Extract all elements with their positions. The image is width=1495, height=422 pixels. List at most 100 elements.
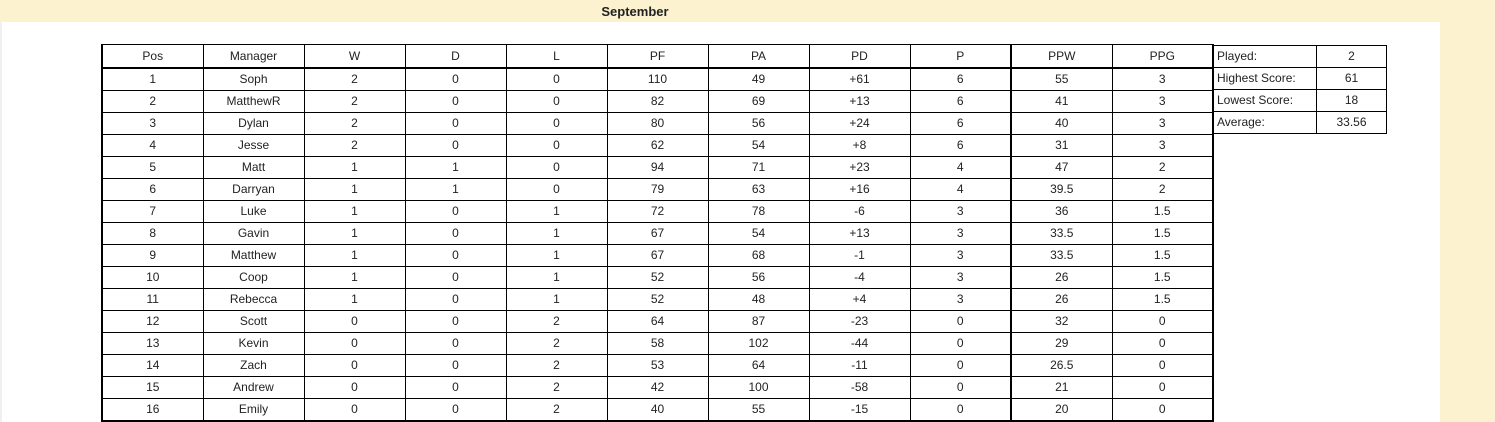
cell-ppg[interactable]: 1.5 bbox=[1111, 222, 1214, 245]
cell-p[interactable]: 3 bbox=[909, 200, 1012, 223]
cell-l[interactable]: 2 bbox=[505, 310, 608, 333]
cell-l[interactable]: 0 bbox=[505, 178, 608, 201]
cell-l[interactable]: 0 bbox=[505, 90, 608, 113]
cell-ppw[interactable]: 26 bbox=[1010, 266, 1113, 289]
cell-pa[interactable]: 48 bbox=[707, 288, 810, 311]
cell-pos[interactable]: 5 bbox=[101, 156, 204, 179]
cell-pf[interactable]: 58 bbox=[606, 332, 709, 355]
cell-pos[interactable]: 1 bbox=[101, 67, 204, 91]
stats-label[interactable]: Played: bbox=[1212, 45, 1317, 68]
cell-w[interactable]: 0 bbox=[303, 310, 406, 333]
cell-p[interactable]: 0 bbox=[909, 332, 1012, 355]
cell-manager[interactable]: Matt bbox=[202, 156, 305, 179]
cell-p[interactable]: 0 bbox=[909, 398, 1012, 422]
cell-pd[interactable]: -58 bbox=[808, 376, 911, 399]
cell-ppw[interactable]: 29 bbox=[1010, 332, 1113, 355]
cell-d[interactable]: 0 bbox=[404, 266, 507, 289]
cell-pd[interactable]: +61 bbox=[808, 67, 911, 91]
cell-pa[interactable]: 100 bbox=[707, 376, 810, 399]
cell-ppw[interactable]: 33.5 bbox=[1010, 222, 1113, 245]
cell-pos[interactable]: 11 bbox=[101, 288, 204, 311]
cell-pos[interactable]: 13 bbox=[101, 332, 204, 355]
cell-pos[interactable]: 7 bbox=[101, 200, 204, 223]
cell-ppg[interactable]: 3 bbox=[1111, 67, 1214, 91]
cell-d[interactable]: 0 bbox=[404, 112, 507, 135]
cell-p[interactable]: 4 bbox=[909, 178, 1012, 201]
cell-ppw[interactable]: 31 bbox=[1010, 134, 1113, 157]
cell-pa[interactable]: 78 bbox=[707, 200, 810, 223]
cell-manager[interactable]: Scott bbox=[202, 310, 305, 333]
header-pd[interactable]: PD bbox=[808, 44, 911, 69]
cell-ppw[interactable]: 47 bbox=[1010, 156, 1113, 179]
cell-manager[interactable]: Matthew bbox=[202, 244, 305, 267]
cell-p[interactable]: 3 bbox=[909, 288, 1012, 311]
cell-p[interactable]: 0 bbox=[909, 310, 1012, 333]
cell-pd[interactable]: -4 bbox=[808, 266, 911, 289]
header-pf[interactable]: PF bbox=[606, 44, 709, 69]
cell-d[interactable]: 0 bbox=[404, 398, 507, 422]
header-pa[interactable]: PA bbox=[707, 44, 810, 69]
cell-ppw[interactable]: 36 bbox=[1010, 200, 1113, 223]
cell-ppw[interactable]: 40 bbox=[1010, 112, 1113, 135]
cell-manager[interactable]: Andrew bbox=[202, 376, 305, 399]
cell-pd[interactable]: -1 bbox=[808, 244, 911, 267]
cell-pd[interactable]: +16 bbox=[808, 178, 911, 201]
cell-p[interactable]: 4 bbox=[909, 156, 1012, 179]
cell-p[interactable]: 0 bbox=[909, 376, 1012, 399]
cell-l[interactable]: 2 bbox=[505, 354, 608, 377]
cell-d[interactable]: 0 bbox=[404, 134, 507, 157]
cell-ppg[interactable]: 2 bbox=[1111, 156, 1214, 179]
cell-w[interactable]: 0 bbox=[303, 332, 406, 355]
cell-w[interactable]: 1 bbox=[303, 156, 406, 179]
cell-ppg[interactable]: 1.5 bbox=[1111, 244, 1214, 267]
cell-manager[interactable]: Luke bbox=[202, 200, 305, 223]
cell-ppw[interactable]: 21 bbox=[1010, 376, 1113, 399]
cell-pf[interactable]: 80 bbox=[606, 112, 709, 135]
cell-d[interactable]: 0 bbox=[404, 310, 507, 333]
cell-d[interactable]: 0 bbox=[404, 376, 507, 399]
cell-ppg[interactable]: 2 bbox=[1111, 178, 1214, 201]
cell-pd[interactable]: +4 bbox=[808, 288, 911, 311]
cell-pos[interactable]: 8 bbox=[101, 222, 204, 245]
cell-w[interactable]: 1 bbox=[303, 178, 406, 201]
cell-l[interactable]: 0 bbox=[505, 67, 608, 91]
cell-pf[interactable]: 67 bbox=[606, 244, 709, 267]
cell-d[interactable]: 1 bbox=[404, 178, 507, 201]
cell-pf[interactable]: 53 bbox=[606, 354, 709, 377]
cell-pos[interactable]: 4 bbox=[101, 134, 204, 157]
cell-pd[interactable]: -6 bbox=[808, 200, 911, 223]
cell-ppg[interactable]: 0 bbox=[1111, 310, 1214, 333]
cell-d[interactable]: 0 bbox=[404, 354, 507, 377]
cell-pos[interactable]: 9 bbox=[101, 244, 204, 267]
header-ppg[interactable]: PPG bbox=[1111, 44, 1214, 69]
cell-pos[interactable]: 12 bbox=[101, 310, 204, 333]
cell-pos[interactable]: 6 bbox=[101, 178, 204, 201]
cell-manager[interactable]: Emily bbox=[202, 398, 305, 422]
cell-manager[interactable]: Zach bbox=[202, 354, 305, 377]
cell-pf[interactable]: 42 bbox=[606, 376, 709, 399]
stats-label[interactable]: Highest Score: bbox=[1212, 67, 1317, 90]
cell-pd[interactable]: -23 bbox=[808, 310, 911, 333]
cell-pf[interactable]: 52 bbox=[606, 266, 709, 289]
cell-p[interactable]: 6 bbox=[909, 67, 1012, 91]
cell-ppw[interactable]: 32 bbox=[1010, 310, 1113, 333]
header-l[interactable]: L bbox=[505, 44, 608, 69]
cell-w[interactable]: 2 bbox=[303, 90, 406, 113]
cell-p[interactable]: 6 bbox=[909, 112, 1012, 135]
cell-pf[interactable]: 62 bbox=[606, 134, 709, 157]
stats-value[interactable]: 18 bbox=[1316, 89, 1387, 112]
cell-pos[interactable]: 2 bbox=[101, 90, 204, 113]
cell-l[interactable]: 2 bbox=[505, 376, 608, 399]
cell-pf[interactable]: 79 bbox=[606, 178, 709, 201]
cell-pa[interactable]: 68 bbox=[707, 244, 810, 267]
cell-pa[interactable]: 87 bbox=[707, 310, 810, 333]
cell-pa[interactable]: 63 bbox=[707, 178, 810, 201]
cell-pos[interactable]: 16 bbox=[101, 398, 204, 422]
cell-ppw[interactable]: 26 bbox=[1010, 288, 1113, 311]
cell-pa[interactable]: 64 bbox=[707, 354, 810, 377]
cell-manager[interactable]: Darryan bbox=[202, 178, 305, 201]
cell-pf[interactable]: 110 bbox=[606, 67, 709, 91]
cell-pa[interactable]: 71 bbox=[707, 156, 810, 179]
cell-l[interactable]: 1 bbox=[505, 200, 608, 223]
cell-pa[interactable]: 56 bbox=[707, 112, 810, 135]
